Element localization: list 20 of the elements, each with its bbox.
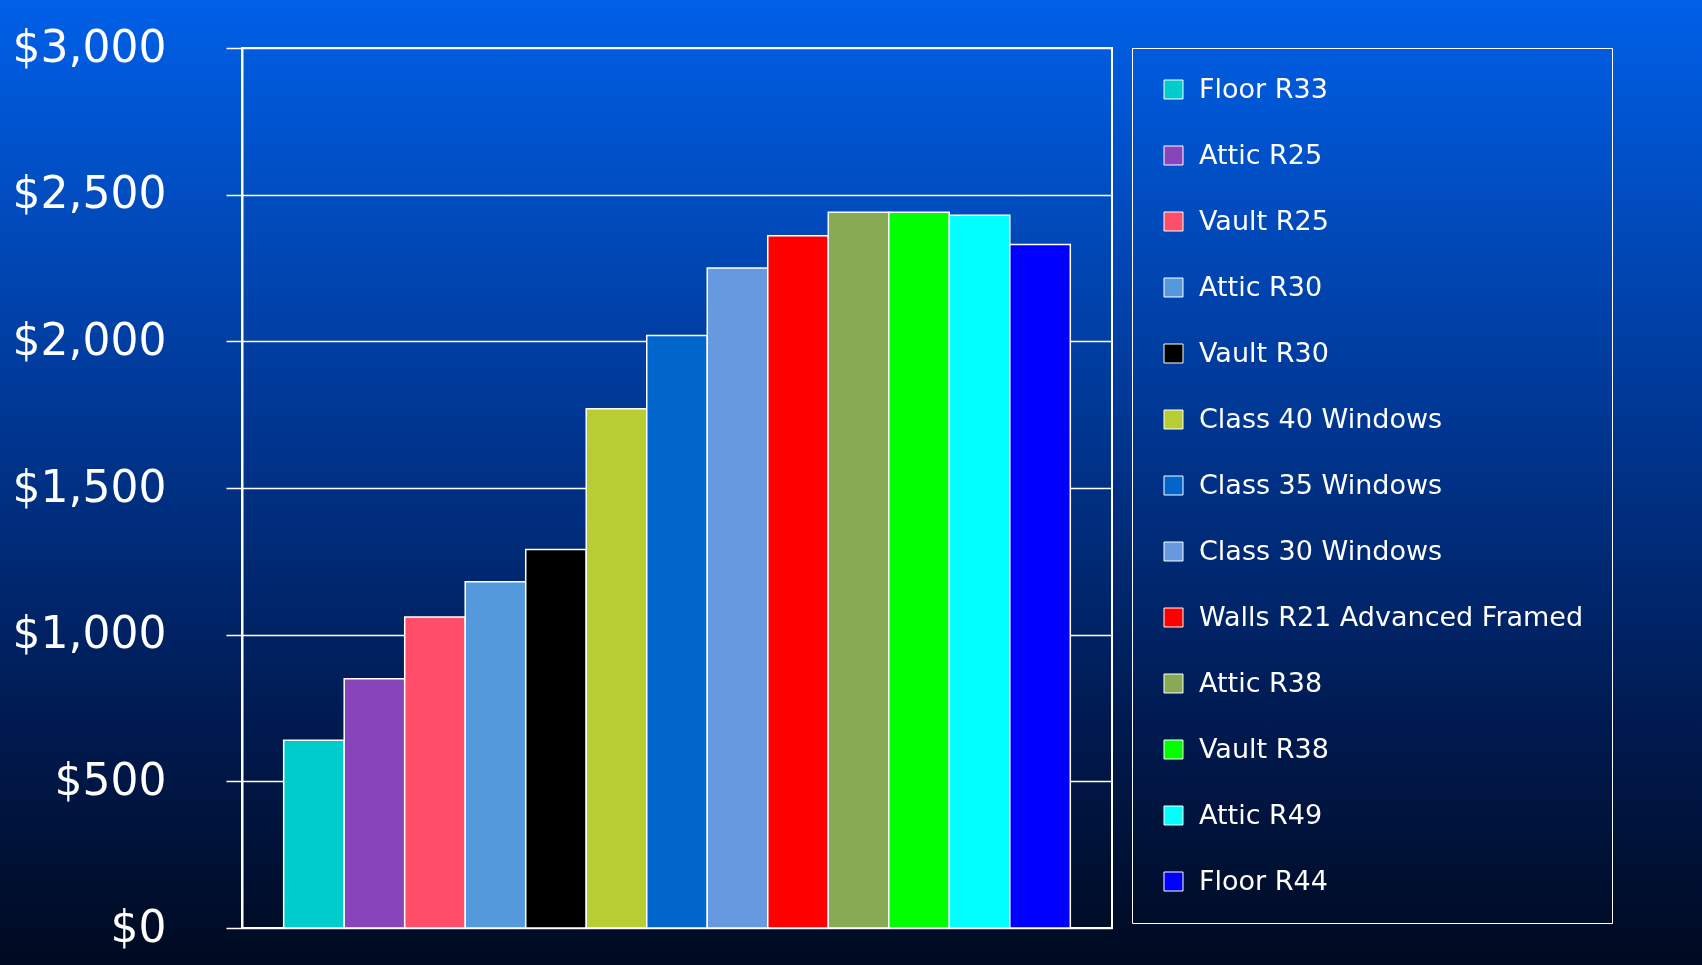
y-tick-label: $0 bbox=[110, 900, 167, 952]
y-tick-label: $2,500 bbox=[12, 167, 167, 219]
legend-label: Attic R49 bbox=[1199, 798, 1323, 830]
legend-label: Class 40 Windows bbox=[1199, 402, 1443, 434]
legend-label: Attic R25 bbox=[1199, 138, 1323, 170]
y-tick-label: $1,000 bbox=[12, 607, 167, 659]
legend-label: Vault R30 bbox=[1199, 336, 1329, 368]
legend-label: Attic R30 bbox=[1199, 270, 1323, 302]
legend-label: Class 35 Windows bbox=[1199, 468, 1443, 500]
legend-label: Walls R21 Advanced Framed bbox=[1199, 600, 1584, 632]
y-tick-label: $3,000 bbox=[12, 20, 167, 72]
y-tick-label: $500 bbox=[54, 753, 167, 805]
legend-label: Floor R44 bbox=[1199, 864, 1328, 896]
legend-label: Vault R38 bbox=[1199, 732, 1329, 764]
y-tick-label: $2,000 bbox=[12, 313, 167, 365]
y-tick-label: $1,500 bbox=[12, 460, 167, 512]
legend-label: Attic R38 bbox=[1199, 666, 1323, 698]
legend-label: Class 30 Windows bbox=[1199, 534, 1443, 566]
legend-label: Floor R33 bbox=[1199, 72, 1328, 104]
legend-label: Vault R25 bbox=[1199, 204, 1329, 236]
